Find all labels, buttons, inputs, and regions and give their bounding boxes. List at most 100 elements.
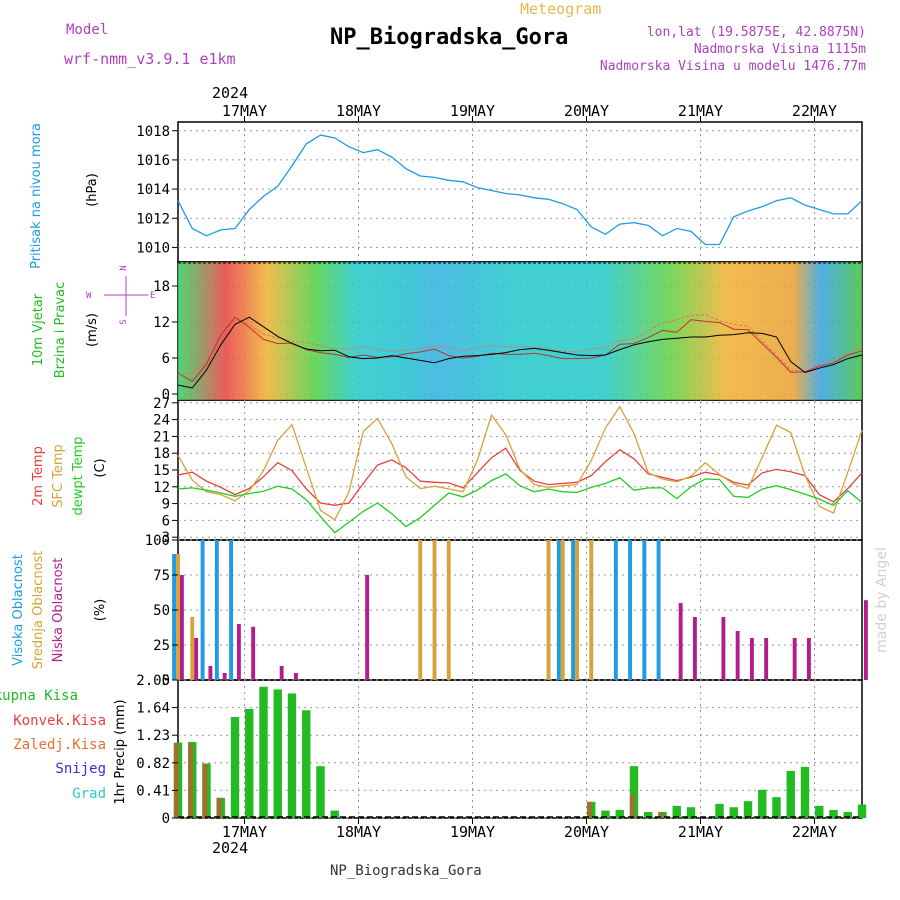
bar-precip-0 — [644, 811, 653, 818]
bar-precip-1 — [629, 794, 635, 818]
date-label-bottom: 22MAY — [792, 823, 837, 841]
bar-clouds-1 — [190, 617, 195, 680]
bar-clouds-1 — [446, 540, 451, 680]
ytick-label-temperature: 24 — [153, 413, 170, 429]
pressure-title: Pritisak na nivou mora — [29, 123, 44, 269]
bar-clouds-2 — [179, 575, 184, 680]
bar-precip-1 — [188, 743, 194, 818]
bar-clouds-2 — [863, 600, 868, 680]
precip-legend-hail: Grad — [72, 786, 106, 802]
ytick-label-precip: 0.41 — [136, 783, 170, 799]
cloud-title-mid: Srednja Oblacnost — [31, 551, 46, 670]
bar-precip-0 — [843, 811, 852, 818]
date-label-top: 20MAY — [564, 102, 609, 120]
bar-precip-0 — [729, 807, 738, 818]
ytick-label-temperature: 3 — [162, 530, 170, 546]
bar-clouds-2 — [365, 575, 370, 680]
bar-precip-0 — [245, 708, 254, 818]
date-label-top: 22MAY — [792, 102, 837, 120]
date-label-bottom: 20MAY — [564, 823, 609, 841]
wind-unit: (m/s) — [85, 313, 100, 347]
meteogram-label: Meteogram — [520, 0, 601, 18]
bar-precip-1 — [202, 764, 208, 818]
ytick-label-temperature: 21 — [153, 429, 170, 445]
bar-clouds-2 — [678, 603, 683, 680]
ytick-label-precip: 0.82 — [136, 756, 170, 772]
bar-precip-0 — [316, 766, 325, 818]
line-wind-0 — [177, 316, 863, 383]
tick-layer: 1010101210141016101806121836912151821242… — [136, 124, 178, 827]
line-temperature-1 — [177, 405, 863, 521]
bar-precip-0 — [672, 805, 681, 818]
bar-clouds-0 — [556, 540, 561, 680]
bar-precip-0 — [230, 717, 240, 818]
date-axis-top: 17MAY 18MAY 19MAY 20MAY 21MAY 22MAY — [222, 102, 837, 122]
ytick-label-wind: 18 — [153, 279, 170, 295]
bar-clouds-2 — [792, 638, 797, 680]
line-temperature-2 — [177, 473, 863, 534]
compass-n: N — [119, 265, 129, 270]
bar-clouds-1 — [575, 540, 579, 680]
bar-clouds-1 — [418, 540, 423, 680]
wind-title-1: 10m Vjetar — [31, 293, 46, 366]
date-label-top: 19MAY — [450, 102, 495, 120]
bar-clouds-0 — [200, 540, 205, 680]
bar-clouds-0 — [613, 540, 618, 680]
bar-clouds-0 — [172, 554, 177, 680]
ytick-label-pressure: 1014 — [136, 182, 170, 198]
bar-clouds-0 — [628, 540, 633, 680]
bar-clouds-2 — [749, 638, 754, 680]
compass-s: S — [119, 319, 129, 324]
ytick-label-pressure: 1016 — [136, 153, 170, 169]
bar-clouds-2 — [721, 617, 726, 680]
ytick-label-pressure: 1010 — [136, 240, 170, 256]
bar-clouds-2 — [194, 638, 199, 680]
date-label-bottom: 17MAY — [222, 823, 267, 841]
ytick-label-temperature: 6 — [162, 513, 170, 529]
precip-legend-conv: Konvek.Kisa — [13, 713, 106, 729]
wind-field — [178, 262, 862, 400]
watermark: made by Angel — [874, 547, 890, 653]
ytick-label-wind: 0 — [162, 387, 170, 403]
cloud-title-high: Visoka Oblacnost — [11, 554, 26, 666]
temp-title-dew: dewpt Temp — [71, 436, 86, 515]
bar-clouds-1 — [546, 540, 551, 680]
temp-title-sfc: SFC Temp — [51, 444, 66, 508]
lonlat-label: lon,lat (19.5875E, 42.8875N) — [647, 25, 866, 40]
cloud-unit: (%) — [93, 599, 108, 622]
date-label-bottom: 18MAY — [336, 823, 381, 841]
bar-precip-0 — [715, 803, 724, 818]
altitude-label: Nadmorska Visina 1115m — [694, 42, 866, 57]
bar-clouds-1 — [176, 554, 180, 680]
wind-speed-field — [178, 262, 862, 400]
ytick-label-precip: 0 — [162, 811, 170, 827]
frame-pressure — [177, 121, 863, 263]
ytick-label-clouds: 75 — [153, 568, 170, 584]
bar-precip-0 — [629, 766, 639, 818]
bar-precip-1 — [658, 811, 664, 818]
bar-precip-0 — [815, 805, 824, 818]
year-label-bottom: 2024 — [212, 839, 248, 857]
bar-clouds-2 — [764, 638, 769, 680]
date-label-top: 18MAY — [336, 102, 381, 120]
bar-precip-0 — [829, 809, 838, 818]
bar-precip-0 — [302, 710, 311, 818]
ytick-label-wind: 6 — [162, 351, 170, 367]
date-axis-bottom: 17MAY 18MAY 19MAY 20MAY 21MAY 22MAY — [222, 818, 837, 841]
bar-precip-0 — [857, 804, 867, 818]
ytick-label-clouds: 0 — [162, 673, 170, 689]
bar-precip-1 — [173, 743, 179, 818]
bar-precip-0 — [273, 689, 282, 818]
precip-legend-total: Ukupna Kisa — [0, 688, 78, 704]
bar-clouds-0 — [656, 540, 661, 680]
line-pressure-0 — [177, 134, 863, 246]
precip-legend-frz: Zaledj.Kisa — [13, 737, 106, 753]
ytick-label-temperature: 18 — [153, 446, 170, 462]
date-label-bottom: 19MAY — [450, 823, 495, 841]
bar-precip-0 — [786, 770, 795, 818]
bar-precip-0 — [330, 810, 339, 818]
ytick-label-precip: 2.05 — [136, 673, 170, 689]
date-label-bottom: 21MAY — [678, 823, 723, 841]
bar-clouds-2 — [279, 666, 284, 680]
bar-precip-0 — [615, 809, 624, 818]
